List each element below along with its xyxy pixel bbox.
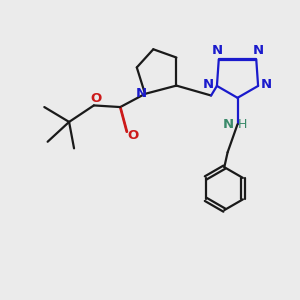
- Text: H: H: [238, 118, 247, 131]
- Text: N: N: [203, 78, 214, 91]
- Text: O: O: [127, 129, 139, 142]
- Text: N: N: [261, 78, 272, 91]
- Text: N: N: [223, 118, 234, 131]
- Text: N: N: [252, 44, 263, 57]
- Text: N: N: [136, 87, 147, 101]
- Text: O: O: [90, 92, 101, 105]
- Text: N: N: [212, 44, 223, 57]
